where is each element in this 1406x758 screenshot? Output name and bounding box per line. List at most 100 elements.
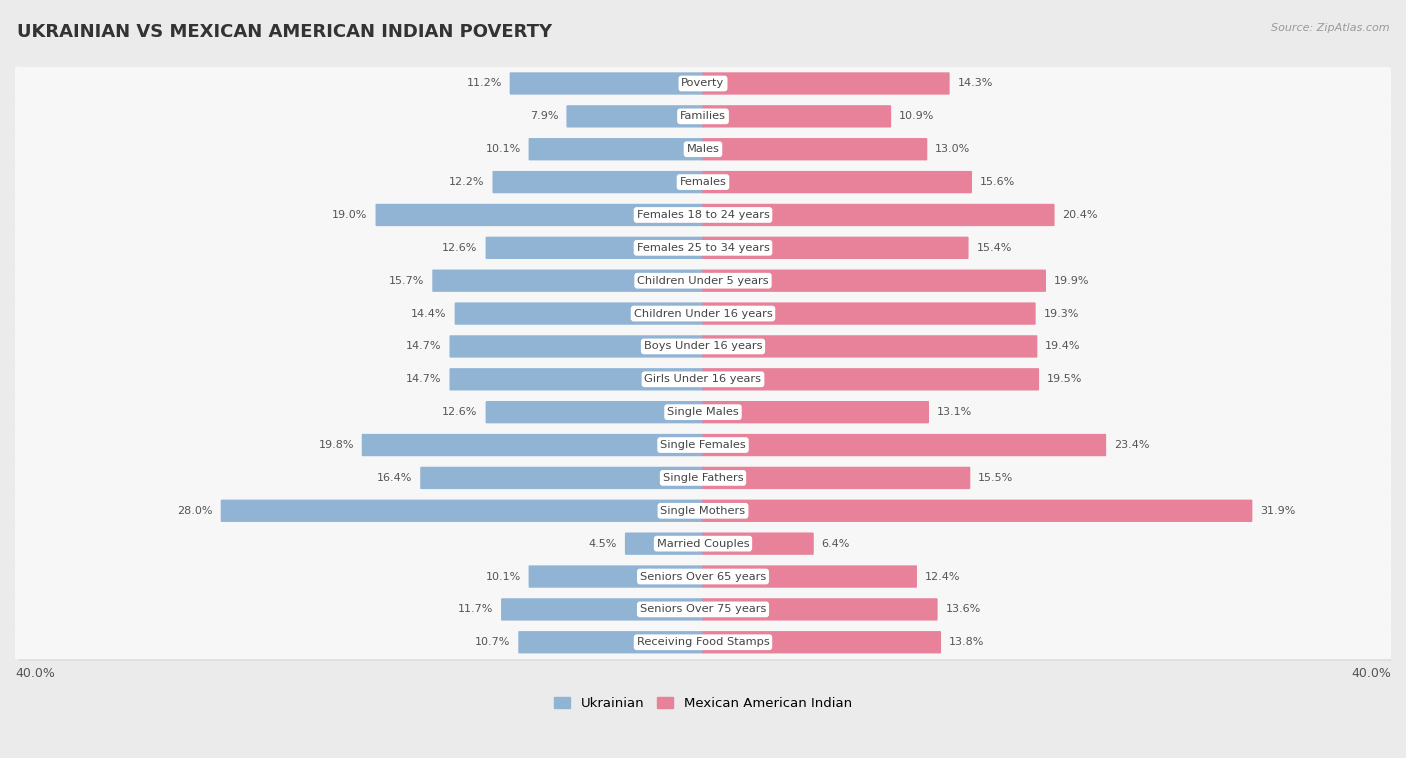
FancyBboxPatch shape: [703, 434, 1107, 456]
FancyBboxPatch shape: [703, 532, 814, 555]
Text: 19.5%: 19.5%: [1047, 374, 1083, 384]
Text: Females 18 to 24 years: Females 18 to 24 years: [637, 210, 769, 220]
Text: Receiving Food Stamps: Receiving Food Stamps: [637, 637, 769, 647]
FancyBboxPatch shape: [703, 598, 938, 621]
FancyBboxPatch shape: [703, 204, 1054, 226]
Text: 31.9%: 31.9%: [1260, 506, 1296, 515]
FancyBboxPatch shape: [703, 105, 891, 127]
FancyBboxPatch shape: [529, 138, 703, 161]
Text: 12.2%: 12.2%: [449, 177, 485, 187]
FancyBboxPatch shape: [17, 198, 1395, 233]
Text: Males: Males: [686, 144, 720, 154]
FancyBboxPatch shape: [14, 296, 1392, 330]
FancyBboxPatch shape: [17, 559, 1395, 595]
FancyBboxPatch shape: [17, 461, 1395, 496]
FancyBboxPatch shape: [14, 527, 1392, 561]
FancyBboxPatch shape: [14, 230, 1392, 265]
Text: 11.2%: 11.2%: [467, 79, 502, 89]
Text: 13.6%: 13.6%: [945, 604, 981, 615]
Text: 14.7%: 14.7%: [406, 341, 441, 352]
FancyBboxPatch shape: [703, 565, 917, 587]
Text: 10.1%: 10.1%: [485, 144, 520, 154]
FancyBboxPatch shape: [17, 526, 1395, 562]
FancyBboxPatch shape: [454, 302, 703, 324]
Text: Girls Under 16 years: Girls Under 16 years: [644, 374, 762, 384]
FancyBboxPatch shape: [703, 302, 1036, 324]
Text: 28.0%: 28.0%: [177, 506, 212, 515]
Text: Boys Under 16 years: Boys Under 16 years: [644, 341, 762, 352]
FancyBboxPatch shape: [485, 401, 703, 424]
FancyBboxPatch shape: [14, 428, 1392, 462]
Text: Females: Females: [679, 177, 727, 187]
Text: Single Females: Single Females: [661, 440, 745, 450]
FancyBboxPatch shape: [703, 72, 949, 95]
FancyBboxPatch shape: [14, 592, 1392, 627]
FancyBboxPatch shape: [221, 500, 703, 522]
Text: Seniors Over 65 years: Seniors Over 65 years: [640, 572, 766, 581]
FancyBboxPatch shape: [375, 204, 703, 226]
FancyBboxPatch shape: [14, 625, 1392, 659]
FancyBboxPatch shape: [567, 105, 703, 127]
FancyBboxPatch shape: [519, 631, 703, 653]
Text: 7.9%: 7.9%: [530, 111, 558, 121]
FancyBboxPatch shape: [14, 329, 1392, 364]
Text: 19.0%: 19.0%: [332, 210, 367, 220]
FancyBboxPatch shape: [14, 67, 1392, 101]
FancyBboxPatch shape: [529, 565, 703, 587]
FancyBboxPatch shape: [17, 230, 1395, 266]
Text: 19.9%: 19.9%: [1054, 276, 1090, 286]
Text: 14.3%: 14.3%: [957, 79, 993, 89]
FancyBboxPatch shape: [703, 500, 1253, 522]
Text: 16.4%: 16.4%: [377, 473, 412, 483]
Text: 12.4%: 12.4%: [925, 572, 960, 581]
FancyBboxPatch shape: [17, 592, 1395, 628]
FancyBboxPatch shape: [17, 362, 1395, 398]
FancyBboxPatch shape: [17, 66, 1395, 102]
FancyBboxPatch shape: [17, 493, 1395, 529]
Legend: Ukrainian, Mexican American Indian: Ukrainian, Mexican American Indian: [548, 691, 858, 715]
FancyBboxPatch shape: [703, 368, 1039, 390]
FancyBboxPatch shape: [703, 171, 972, 193]
Text: 10.7%: 10.7%: [475, 637, 510, 647]
Text: Seniors Over 75 years: Seniors Over 75 years: [640, 604, 766, 615]
FancyBboxPatch shape: [14, 264, 1392, 298]
Text: 11.7%: 11.7%: [458, 604, 494, 615]
Text: Single Fathers: Single Fathers: [662, 473, 744, 483]
Text: 15.5%: 15.5%: [979, 473, 1014, 483]
FancyBboxPatch shape: [509, 72, 703, 95]
FancyBboxPatch shape: [703, 467, 970, 489]
Text: Poverty: Poverty: [682, 79, 724, 89]
FancyBboxPatch shape: [17, 296, 1395, 332]
FancyBboxPatch shape: [14, 165, 1392, 199]
Text: 10.9%: 10.9%: [898, 111, 935, 121]
FancyBboxPatch shape: [703, 138, 928, 161]
Text: Children Under 5 years: Children Under 5 years: [637, 276, 769, 286]
Text: 23.4%: 23.4%: [1114, 440, 1150, 450]
FancyBboxPatch shape: [14, 198, 1392, 232]
Text: 10.1%: 10.1%: [485, 572, 520, 581]
Text: Females 25 to 34 years: Females 25 to 34 years: [637, 243, 769, 253]
FancyBboxPatch shape: [703, 236, 969, 259]
Text: 19.4%: 19.4%: [1045, 341, 1081, 352]
FancyBboxPatch shape: [450, 335, 703, 358]
Text: 40.0%: 40.0%: [15, 667, 55, 680]
Text: 15.4%: 15.4%: [977, 243, 1012, 253]
Text: 12.6%: 12.6%: [443, 407, 478, 417]
FancyBboxPatch shape: [17, 263, 1395, 299]
FancyBboxPatch shape: [624, 532, 703, 555]
Text: 13.1%: 13.1%: [936, 407, 972, 417]
FancyBboxPatch shape: [14, 493, 1392, 528]
Text: Single Males: Single Males: [666, 407, 740, 417]
Text: Children Under 16 years: Children Under 16 years: [634, 309, 772, 318]
FancyBboxPatch shape: [432, 270, 703, 292]
FancyBboxPatch shape: [14, 395, 1392, 429]
FancyBboxPatch shape: [14, 132, 1392, 166]
FancyBboxPatch shape: [17, 329, 1395, 365]
Text: Families: Families: [681, 111, 725, 121]
FancyBboxPatch shape: [14, 559, 1392, 594]
FancyBboxPatch shape: [450, 368, 703, 390]
FancyBboxPatch shape: [703, 631, 941, 653]
Text: UKRAINIAN VS MEXICAN AMERICAN INDIAN POVERTY: UKRAINIAN VS MEXICAN AMERICAN INDIAN POV…: [17, 23, 553, 41]
FancyBboxPatch shape: [485, 236, 703, 259]
FancyBboxPatch shape: [501, 598, 703, 621]
